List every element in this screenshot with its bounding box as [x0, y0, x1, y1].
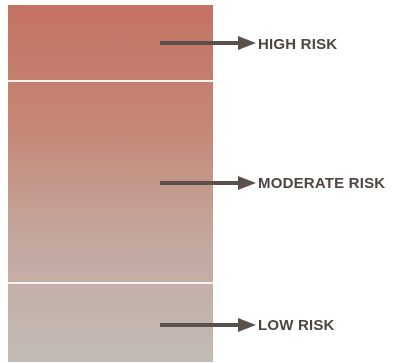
moderate-low-divider: [8, 282, 213, 284]
moderate-risk-label: MODERATE RISK: [258, 175, 386, 192]
low-risk-label: LOW RISK: [258, 317, 335, 334]
moderate-risk-arrow-icon: [160, 175, 256, 191]
high-risk-label: HIGH RISK: [258, 36, 338, 53]
high-risk-arrow-icon: [160, 35, 256, 51]
high-moderate-divider: [8, 80, 213, 82]
low-risk-arrow-icon: [160, 317, 256, 333]
